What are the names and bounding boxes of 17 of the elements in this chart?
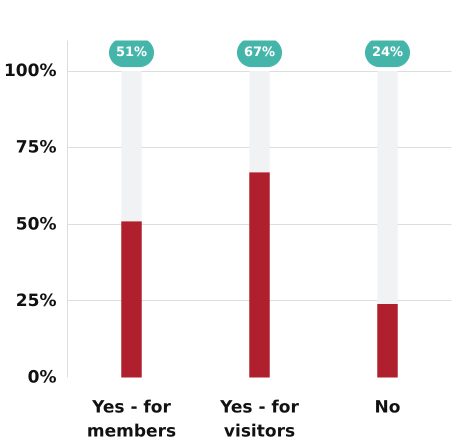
y-tick-label: 100% <box>4 61 57 82</box>
annotation: 67% <box>244 45 276 60</box>
bar <box>121 71 142 222</box>
y-tick-label: 25% <box>16 290 57 311</box>
bar <box>377 304 398 378</box>
annotation: 24% <box>372 45 404 60</box>
y-tick-label: 50% <box>16 214 57 234</box>
bar <box>249 172 270 378</box>
x-tick-label: No <box>374 398 400 418</box>
bar <box>377 71 398 304</box>
y-tick-label: 75% <box>16 138 57 158</box>
bar <box>249 71 270 172</box>
annotation: 51% <box>116 45 148 60</box>
bar <box>121 221 142 378</box>
x-tick-label: Yes - for members <box>86 398 176 442</box>
x-tick-label: Yes - for visitors <box>219 398 300 442</box>
y-tick-label: 0% <box>28 368 57 388</box>
